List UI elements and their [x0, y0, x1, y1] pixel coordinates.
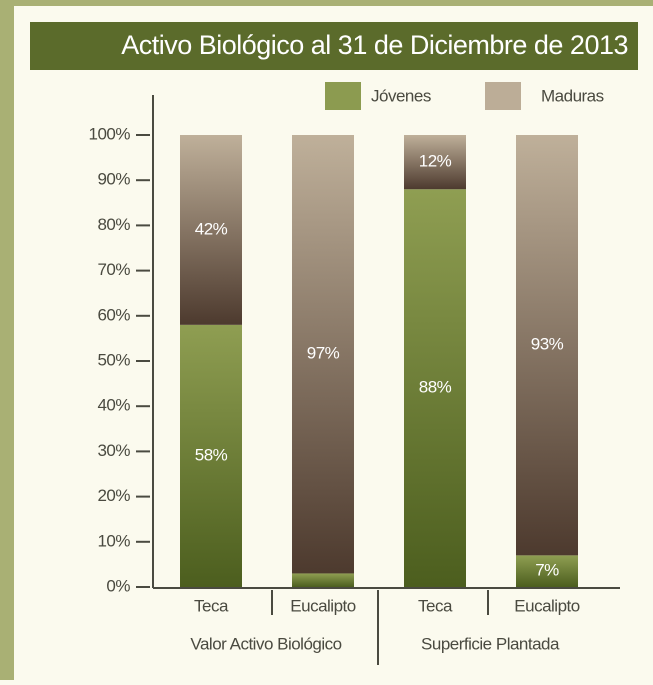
y-tick-label: 90% [97, 170, 130, 189]
y-tick-label: 60% [97, 305, 130, 324]
y-tick-label: 30% [97, 441, 130, 460]
value-label: 58% [195, 445, 228, 464]
legend-label: Jóvenes [371, 86, 431, 105]
chart-title: Activo Biológico al 31 de Diciembre de 2… [121, 30, 628, 60]
x-tick-label: Teca [418, 596, 453, 615]
bar-segment [292, 573, 354, 587]
legend-swatch [485, 82, 521, 110]
bar-segment [404, 189, 466, 588]
x-tick-label: Eucalipto [514, 596, 579, 615]
value-label: 93% [531, 335, 564, 354]
legend-label: Maduras [541, 86, 604, 105]
bar-segment [180, 324, 242, 587]
title-bar [30, 22, 638, 70]
value-label: 7% [535, 561, 559, 580]
x-tick-label: Teca [194, 596, 229, 615]
value-label: 42% [195, 219, 228, 238]
y-tick-label: 70% [97, 260, 130, 279]
legend-swatch [325, 82, 361, 110]
value-label: 12% [419, 152, 452, 171]
y-tick-label: 10% [97, 531, 130, 550]
y-tick-label: 80% [97, 215, 130, 234]
bar-segment [516, 135, 578, 556]
top-border [0, 0, 653, 6]
group-label: Superficie Plantada [421, 634, 560, 653]
y-tick-label: 100% [89, 124, 131, 143]
bar-segment [404, 135, 466, 190]
value-label: 97% [307, 344, 340, 363]
y-tick-label: 50% [97, 350, 130, 369]
bar-segment [180, 135, 242, 325]
y-tick-label: 0% [106, 576, 130, 595]
bar-segment [516, 555, 578, 587]
bar-segment [292, 135, 354, 574]
value-label: 88% [419, 378, 452, 397]
y-tick-label: 40% [97, 396, 130, 415]
left-border [0, 0, 14, 680]
x-tick-label: Eucalipto [290, 596, 355, 615]
y-tick-label: 20% [97, 486, 130, 505]
group-label: Valor Activo Biológico [190, 634, 341, 653]
